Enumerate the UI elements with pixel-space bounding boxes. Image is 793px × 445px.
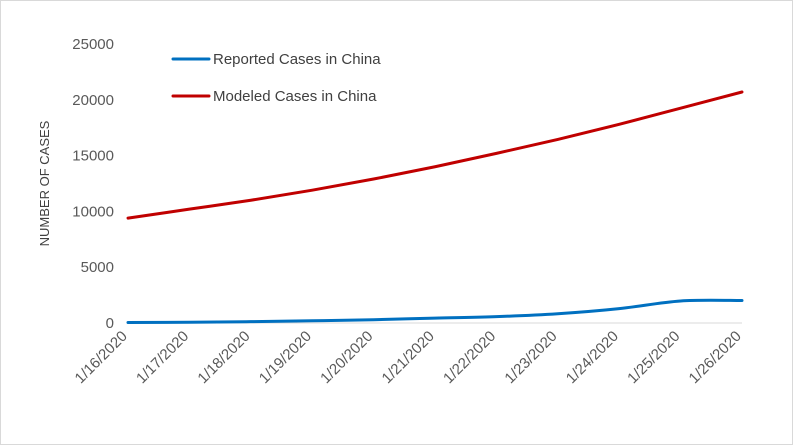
- y-tick-label: 15000: [72, 148, 114, 165]
- x-tick-label: 1/26/2020: [686, 328, 745, 387]
- x-tick-label: 1/24/2020: [563, 328, 622, 387]
- series-line-reported: [126, 298, 744, 324]
- y-axis-label: NUMBER OF CASES: [37, 120, 52, 246]
- x-tick-label: 1/22/2020: [440, 328, 499, 387]
- y-tick-label: 5000: [81, 259, 114, 276]
- y-tick-label: 10000: [72, 203, 114, 220]
- x-tick-label: 1/21/2020: [379, 328, 438, 387]
- x-tick-label: 1/16/2020: [72, 328, 131, 387]
- x-tick-label: 1/17/2020: [133, 328, 192, 387]
- x-tick-label: 1/19/2020: [256, 328, 315, 387]
- y-tick-label: 20000: [72, 92, 114, 109]
- x-tick-label: 1/20/2020: [317, 328, 376, 387]
- x-tick-label: 1/25/2020: [624, 328, 683, 387]
- legend-label-reported: Reported Cases in China: [213, 51, 381, 68]
- legend-label-modeled: Modeled Cases in China: [213, 88, 377, 105]
- x-tick-label: 1/23/2020: [501, 328, 560, 387]
- y-tick-label: 0: [106, 315, 114, 332]
- y-tick-label: 25000: [72, 36, 114, 53]
- x-tick-label: 1/18/2020: [194, 328, 253, 387]
- series-line-modeled: [126, 90, 744, 220]
